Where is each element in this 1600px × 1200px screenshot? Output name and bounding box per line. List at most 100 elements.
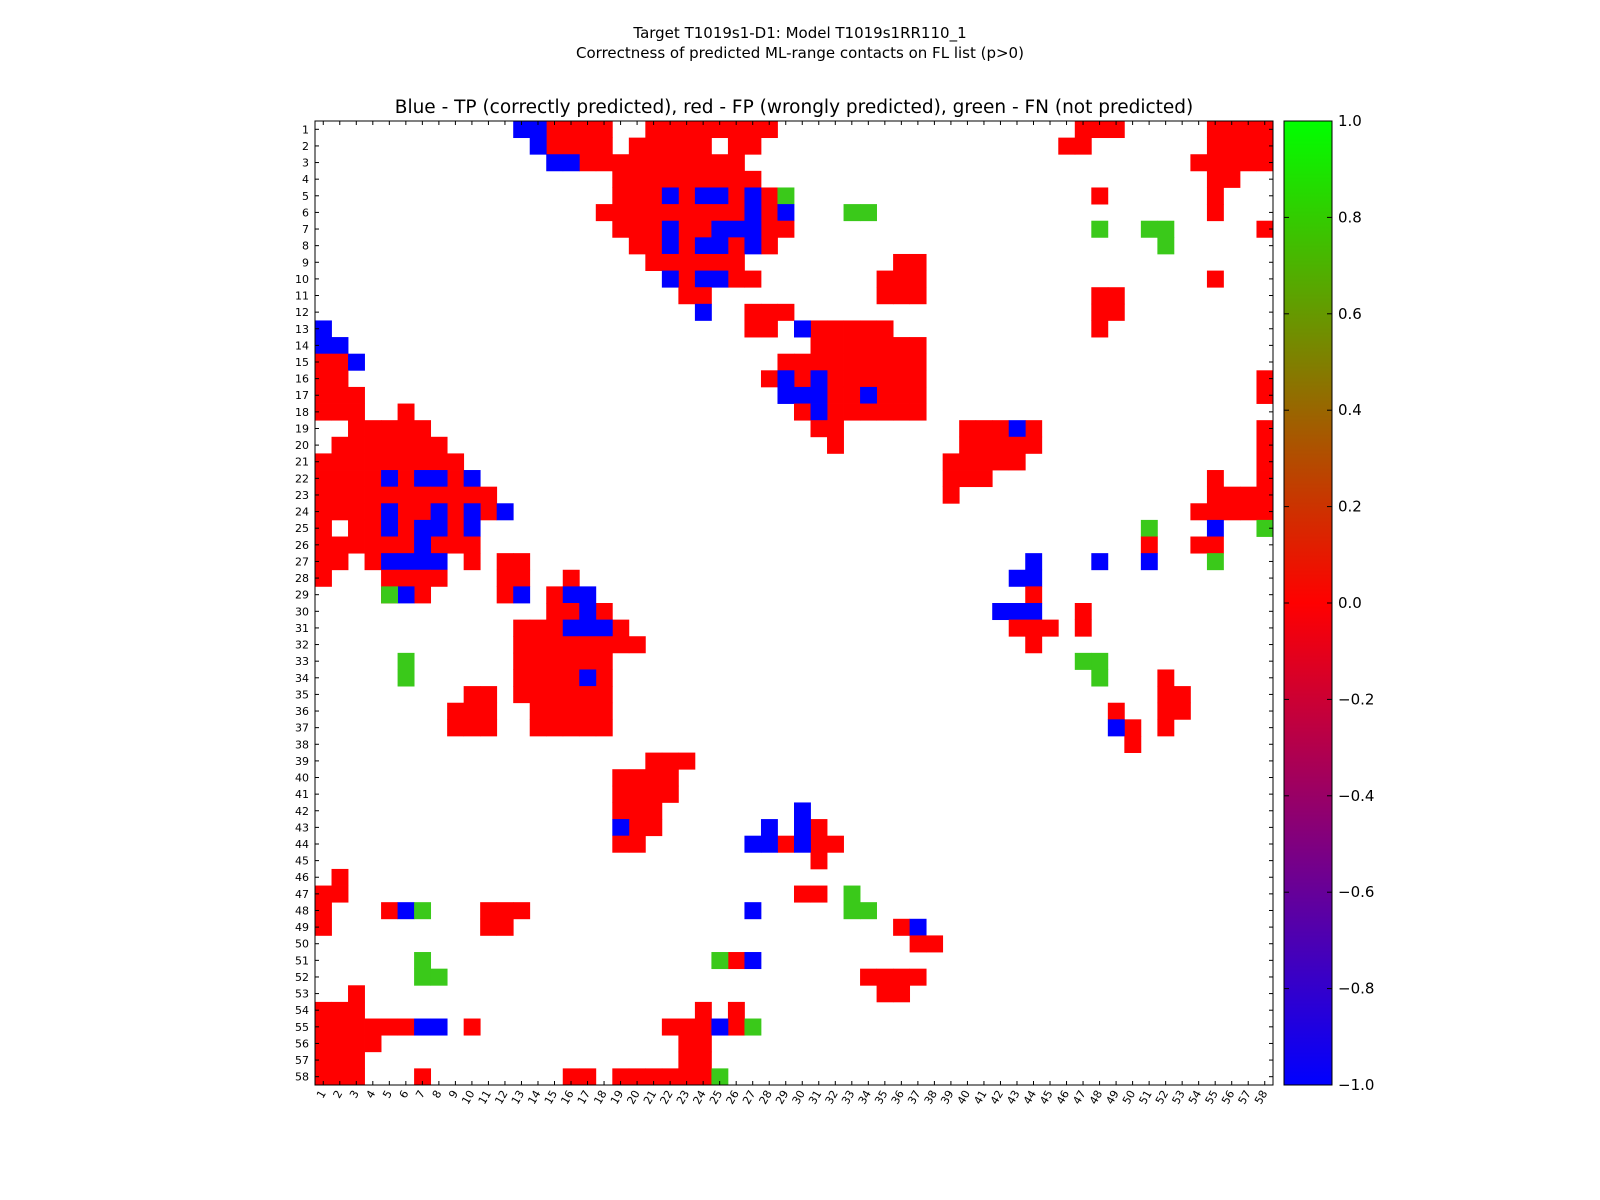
cell-fp-r37-c16 (562, 719, 580, 737)
cell-fp-r27-c10 (463, 553, 481, 571)
cell-fp-r19-c31 (810, 420, 828, 438)
cell-fp-r39-c21 (645, 752, 663, 770)
cell-fp-r2-c21 (645, 137, 663, 155)
cell-fp-r21-c43 (1008, 453, 1026, 471)
cell-fp-r16-c33 (843, 370, 861, 388)
y-tick-label: 17 (295, 389, 309, 402)
y-tick-label: 4 (302, 173, 309, 186)
y-tick-label: 47 (295, 888, 309, 901)
cell-fp-r10-c23 (678, 270, 696, 288)
cell-fp-r35-c17 (579, 686, 597, 704)
cell-fp-r20-c42 (992, 436, 1010, 454)
y-tick-label: 6 (302, 206, 309, 219)
y-tick-label: 53 (295, 988, 309, 1001)
cell-fp-r21-c7 (414, 453, 432, 471)
cell-fp-r36-c9 (447, 702, 465, 720)
x-tick-label: 8 (430, 1088, 445, 1101)
cell-fp-r18-c1 (315, 403, 332, 421)
cell-fp-r13-c48 (1091, 320, 1109, 338)
y-axis-ticks: 1234567891011121314151617181920212223242… (295, 123, 1273, 1084)
cell-fp-r20-c58 (1256, 436, 1274, 454)
cell-fp-r7-c58 (1256, 220, 1274, 238)
x-tick-label: 45 (1037, 1088, 1055, 1107)
cell-fp-r36-c14 (529, 702, 547, 720)
cell-tp-r7-c25 (711, 220, 729, 238)
cell-fp-r11-c36 (893, 287, 911, 305)
cell-fp-r2-c22 (661, 137, 679, 155)
y-tick-label: 16 (295, 373, 309, 386)
x-tick-label: 30 (790, 1088, 808, 1107)
cell-fp-r7-c19 (612, 220, 630, 238)
cell-fp-r51-c26 (727, 952, 745, 970)
cell-fp-r26-c3 (348, 536, 365, 554)
colorbar-tick-label: −0.2 (1338, 690, 1374, 708)
x-tick-label: 40 (955, 1088, 973, 1107)
cell-fp-r3-c22 (661, 154, 679, 172)
cell-fp-r2-c56 (1223, 137, 1241, 155)
cell-fp-r6-c21 (645, 204, 663, 222)
cell-fp-r22-c58 (1256, 470, 1274, 488)
cell-fp-r12-c28 (760, 303, 778, 321)
x-tick-label: 48 (1087, 1088, 1105, 1107)
x-tick-label: 22 (657, 1088, 675, 1107)
cell-fp-r16-c2 (331, 370, 349, 388)
cell-fp-r19-c6 (397, 420, 415, 438)
x-tick-label: 14 (525, 1088, 543, 1107)
cell-tp-r5-c27 (744, 187, 762, 205)
cell-fp-r15-c34 (860, 353, 877, 371)
cell-tp-r24-c10 (463, 503, 481, 521)
cell-fp-r20-c5 (381, 436, 398, 454)
cell-fp-r47-c1 (315, 885, 332, 903)
y-tick-label: 7 (302, 223, 309, 236)
cell-fp-r43-c21 (645, 819, 663, 837)
y-tick-label: 31 (295, 622, 309, 635)
cell-tp-r17-c30 (794, 386, 811, 404)
cell-fp-r24-c7 (414, 503, 432, 521)
cell-fp-r6-c25 (711, 204, 729, 222)
cell-fp-r33-c17 (579, 652, 597, 670)
figure-title-line1: Target T1019s1-D1: Model T1019s1RR110_1 (632, 24, 966, 43)
cell-fp-r15-c2 (331, 353, 349, 371)
y-tick-label: 13 (295, 323, 309, 336)
cell-fp-r6-c18 (595, 204, 613, 222)
y-tick-label: 22 (295, 472, 309, 485)
cell-fp-r33-c16 (562, 652, 580, 670)
cell-fp-r21-c9 (447, 453, 465, 471)
cell-fp-r10-c27 (744, 270, 762, 288)
cell-tp-r48-c6 (397, 902, 415, 920)
cell-fp-r19-c7 (414, 420, 432, 438)
cell-fp-r1-c24 (694, 121, 712, 139)
x-tick-label: 26 (724, 1088, 742, 1107)
cell-fp-r1-c55 (1206, 121, 1224, 139)
y-tick-label: 33 (295, 655, 309, 668)
cell-fp-r22-c2 (331, 470, 349, 488)
cell-fp-r18-c37 (909, 403, 927, 421)
y-tick-label: 34 (295, 672, 309, 685)
cell-fp-r19-c4 (364, 420, 382, 438)
cell-fn-r6-c34 (860, 204, 877, 222)
cell-fp-r17-c33 (843, 386, 861, 404)
cell-fp-r23-c56 (1223, 486, 1241, 504)
cell-fn-r25-c58 (1256, 519, 1274, 537)
cell-fp-r2-c58 (1256, 137, 1274, 155)
colorbar-tick-label: 0.0 (1338, 594, 1362, 612)
y-tick-label: 49 (295, 921, 309, 934)
cell-fp-r7-c28 (760, 220, 778, 238)
cell-fp-r10-c36 (893, 270, 911, 288)
cell-fp-r33-c14 (529, 652, 547, 670)
cell-fp-r16-c37 (909, 370, 927, 388)
x-tick-label: 1 (314, 1088, 329, 1101)
cell-tp-r8-c24 (694, 237, 712, 255)
y-tick-label: 55 (295, 1021, 309, 1034)
cell-fp-r37-c11 (480, 719, 498, 737)
cell-fp-r15-c29 (777, 353, 795, 371)
cell-fp-r58-c20 (628, 1068, 646, 1086)
cell-fp-r22-c9 (447, 470, 465, 488)
cell-fp-r27-c13 (513, 553, 531, 571)
cell-fp-r6-c55 (1206, 204, 1224, 222)
cell-fn-r33-c47 (1074, 652, 1092, 670)
cell-fp-r55-c6 (397, 1018, 415, 1036)
cell-fp-r33-c18 (595, 652, 613, 670)
cell-tp-r27-c6 (397, 553, 415, 571)
